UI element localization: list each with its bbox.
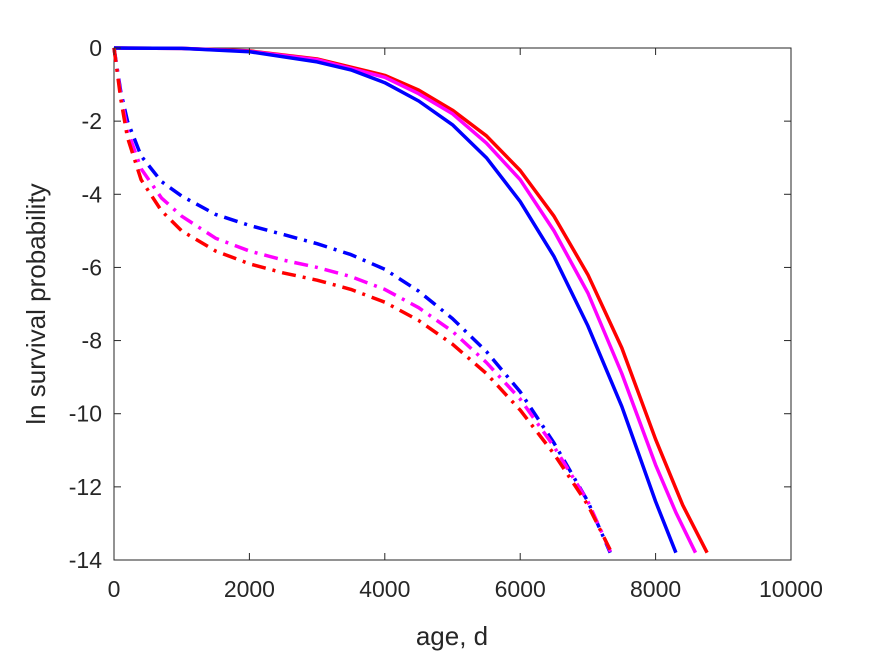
series-layer	[112, 46, 709, 554]
x-tick-label: 6000	[495, 576, 546, 602]
tick-layer: 0 2000 4000 6000 8000 10000 0 -2 -4 -6 -8 -10 -12 -14	[69, 35, 823, 602]
series-line-3	[113, 46, 678, 554]
series-line-4	[112, 47, 612, 554]
plot-area	[113, 47, 792, 561]
y-tick-label: -4	[82, 181, 103, 207]
y-tick-label: 0	[89, 35, 102, 61]
y-tick-label: -2	[82, 108, 102, 134]
x-tick-label: 8000	[630, 576, 681, 602]
x-tick-label: 4000	[359, 576, 410, 602]
y-tick-label: -8	[82, 328, 102, 354]
series-line-6	[112, 47, 614, 554]
y-tick-label: -12	[69, 474, 102, 500]
series-line-5	[112, 47, 613, 554]
x-axis-label: age, d	[416, 621, 488, 651]
y-tick-label: -14	[69, 547, 102, 573]
y-axis-label: ln survival probability	[21, 183, 51, 424]
x-tick-label: 10000	[759, 576, 823, 602]
x-tick-label: 2000	[224, 576, 275, 602]
y-tick-label: -6	[82, 254, 102, 280]
x-tick-label: 0	[108, 576, 121, 602]
y-tick-label: -10	[69, 401, 102, 427]
